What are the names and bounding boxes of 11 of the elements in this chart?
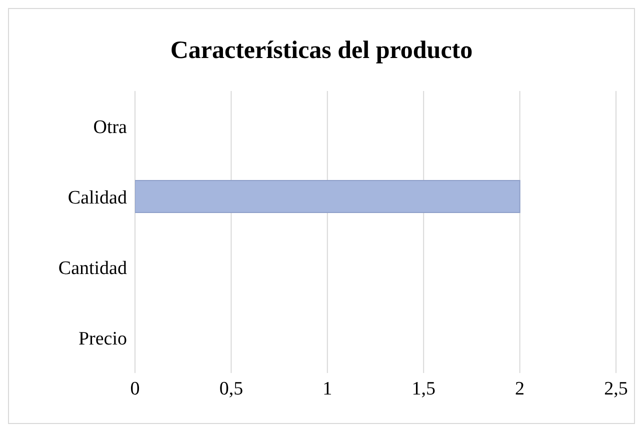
x-tick-label: 2 — [515, 378, 525, 400]
x-tick-label: 0 — [130, 378, 140, 400]
y-tick-label: Cantidad — [58, 258, 128, 279]
chart-title: Características del producto — [169, 37, 474, 66]
x-tick-label: 2,5 — [604, 378, 628, 400]
x-tick-label: 0,5 — [219, 378, 244, 400]
y-tick-label: Precio — [78, 328, 127, 350]
y-tick-label: Otra — [93, 116, 128, 138]
x-tick-label: 1 — [322, 378, 332, 400]
x-tick-label: 1,5 — [412, 378, 436, 400]
y-tick-label: Calidad — [68, 187, 128, 208]
